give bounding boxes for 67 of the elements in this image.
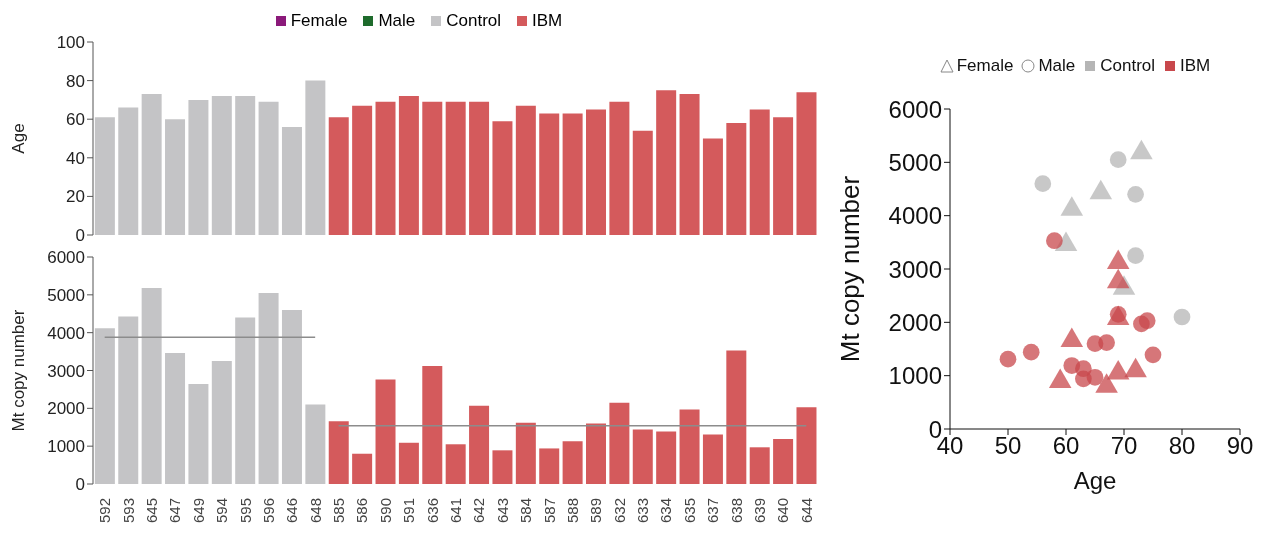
y-tick-label: 80 bbox=[66, 71, 85, 91]
x-tick-label: 633 bbox=[634, 498, 652, 524]
y-tick-label: 40 bbox=[66, 148, 85, 168]
x-tick-label: 646 bbox=[283, 498, 301, 524]
x-tick-label: 589 bbox=[587, 498, 605, 524]
y-tick-label: 6000 bbox=[47, 248, 85, 268]
y-tick-label: 4000 bbox=[47, 323, 85, 343]
x-tick-label: 641 bbox=[447, 498, 464, 524]
x-tick-label: 80 bbox=[1168, 432, 1196, 460]
y-axis-title: Age bbox=[9, 123, 29, 154]
x-tick-label: 639 bbox=[751, 498, 769, 524]
x-tick-label: 638 bbox=[727, 498, 745, 524]
x-tick-label: 587 bbox=[540, 498, 558, 524]
y-axis-title: Mt copy number bbox=[835, 175, 866, 363]
x-tick-label: 60 bbox=[1052, 432, 1080, 460]
x-tick-label: 90 bbox=[1226, 432, 1254, 460]
y-tick-label: 100 bbox=[56, 33, 85, 53]
x-tick-label: 592 bbox=[96, 498, 114, 524]
x-axis-title: Age bbox=[1073, 467, 1117, 494]
x-tick-label: 648 bbox=[306, 498, 324, 524]
x-tick-label: 595 bbox=[236, 498, 254, 524]
x-tick-label: 632 bbox=[610, 498, 628, 524]
x-tick-label: 590 bbox=[376, 498, 394, 524]
legend-label: IBM bbox=[532, 11, 563, 31]
x-tick-label: 584 bbox=[517, 498, 535, 524]
x-tick-label: 640 bbox=[774, 498, 792, 524]
text: IBM bbox=[1180, 56, 1211, 76]
x-tick-label: 635 bbox=[680, 498, 698, 524]
y-tick-label: 3000 bbox=[47, 361, 85, 381]
y-tick-label: 0 bbox=[75, 475, 85, 495]
y-axis-title: Mt copy number bbox=[9, 309, 29, 432]
y-tick-label: 60 bbox=[66, 110, 85, 130]
text: Female bbox=[956, 56, 1014, 76]
x-tick-label: 637 bbox=[704, 498, 722, 524]
legend-label: Female bbox=[290, 11, 348, 31]
y-tick-label: 2000 bbox=[888, 308, 942, 336]
x-tick-label: 70 bbox=[1110, 432, 1138, 460]
x-tick-label: 586 bbox=[353, 498, 371, 524]
legend-label: Control bbox=[446, 11, 502, 31]
y-tick-label: 4000 bbox=[888, 202, 942, 230]
x-tick-label: 645 bbox=[142, 498, 160, 524]
x-tick-label: 642 bbox=[470, 498, 488, 524]
y-tick-label: 3000 bbox=[888, 255, 942, 283]
x-tick-label: 649 bbox=[189, 498, 207, 524]
y-tick-label: 5000 bbox=[888, 148, 942, 176]
text: Control bbox=[1100, 56, 1156, 76]
x-tick-label: 596 bbox=[259, 498, 277, 524]
x-tick-label: 643 bbox=[493, 498, 511, 524]
y-tick-label: 20 bbox=[66, 187, 85, 207]
y-tick-label: 2000 bbox=[47, 399, 85, 419]
y-tick-label: 1000 bbox=[888, 362, 942, 390]
y-tick-label: 6000 bbox=[888, 95, 942, 123]
x-tick-label: 593 bbox=[119, 498, 137, 524]
x-tick-label: 634 bbox=[657, 498, 675, 524]
x-tick-label: 594 bbox=[213, 498, 231, 524]
y-tick-label: 0 bbox=[75, 226, 85, 246]
y-tick-label: 1000 bbox=[47, 437, 85, 457]
x-tick-label: 588 bbox=[563, 498, 581, 524]
legend-label: Male bbox=[378, 11, 416, 31]
x-tick-label: 647 bbox=[166, 498, 184, 524]
x-tick-label: 636 bbox=[423, 498, 441, 524]
x-tick-label: 50 bbox=[994, 432, 1022, 460]
x-tick-label: 585 bbox=[330, 498, 348, 524]
y-tick-label: 5000 bbox=[47, 285, 85, 305]
x-tick-label: 644 bbox=[797, 498, 815, 524]
text: Male bbox=[1038, 56, 1076, 76]
x-tick-label: 591 bbox=[400, 498, 418, 524]
